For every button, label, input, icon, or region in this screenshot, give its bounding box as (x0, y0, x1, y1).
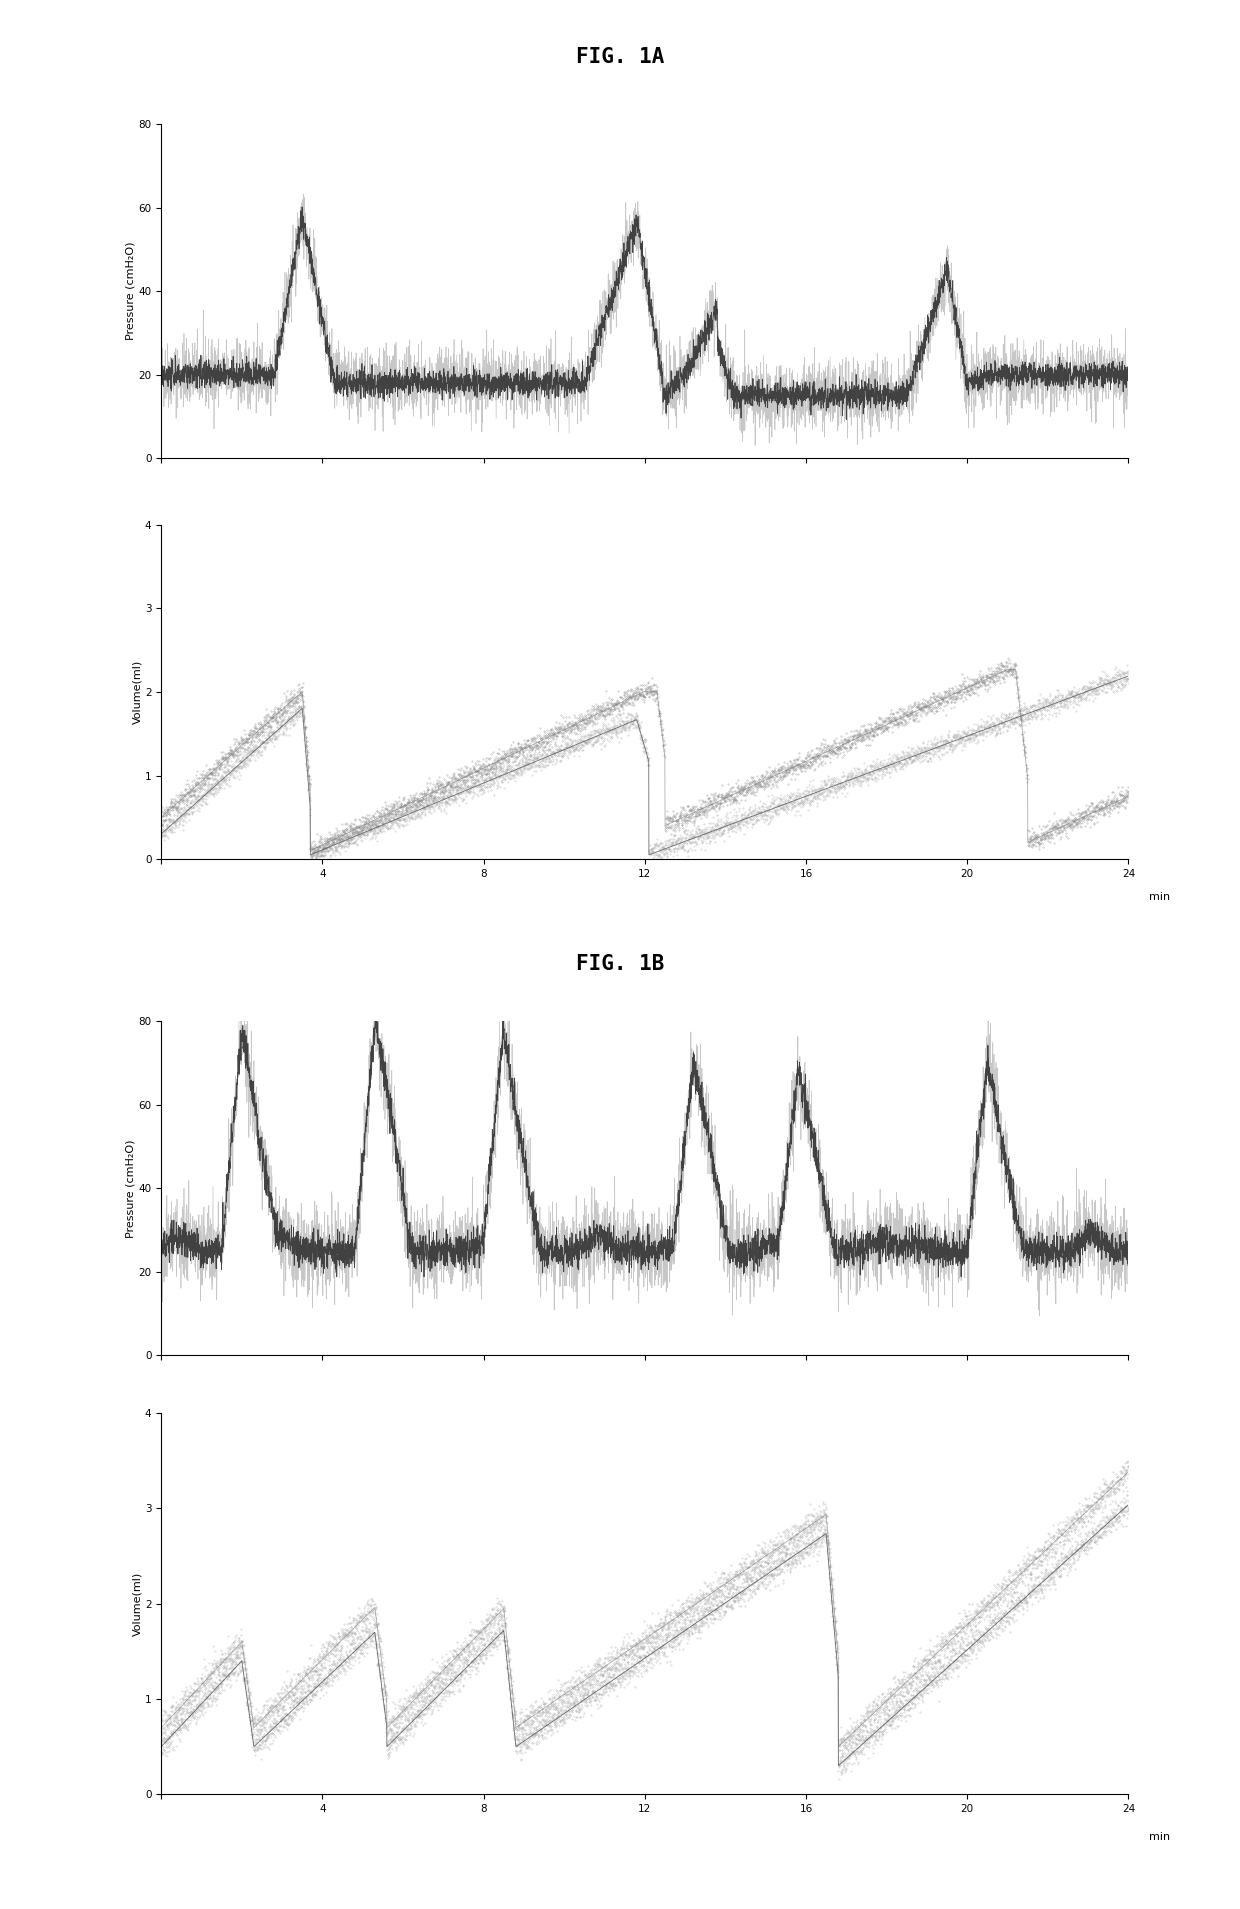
Text: FIG. 1A: FIG. 1A (575, 48, 665, 67)
Y-axis label: Volume(ml): Volume(ml) (133, 661, 143, 724)
Text: min: min (1148, 1833, 1169, 1842)
Text: min: min (1148, 892, 1169, 901)
Y-axis label: Pressure (cmH₂O): Pressure (cmH₂O) (125, 242, 135, 340)
Text: FIG. 1B: FIG. 1B (575, 954, 665, 974)
Y-axis label: Pressure (cmH₂O): Pressure (cmH₂O) (125, 1140, 135, 1237)
Y-axis label: Volume(ml): Volume(ml) (133, 1571, 143, 1636)
